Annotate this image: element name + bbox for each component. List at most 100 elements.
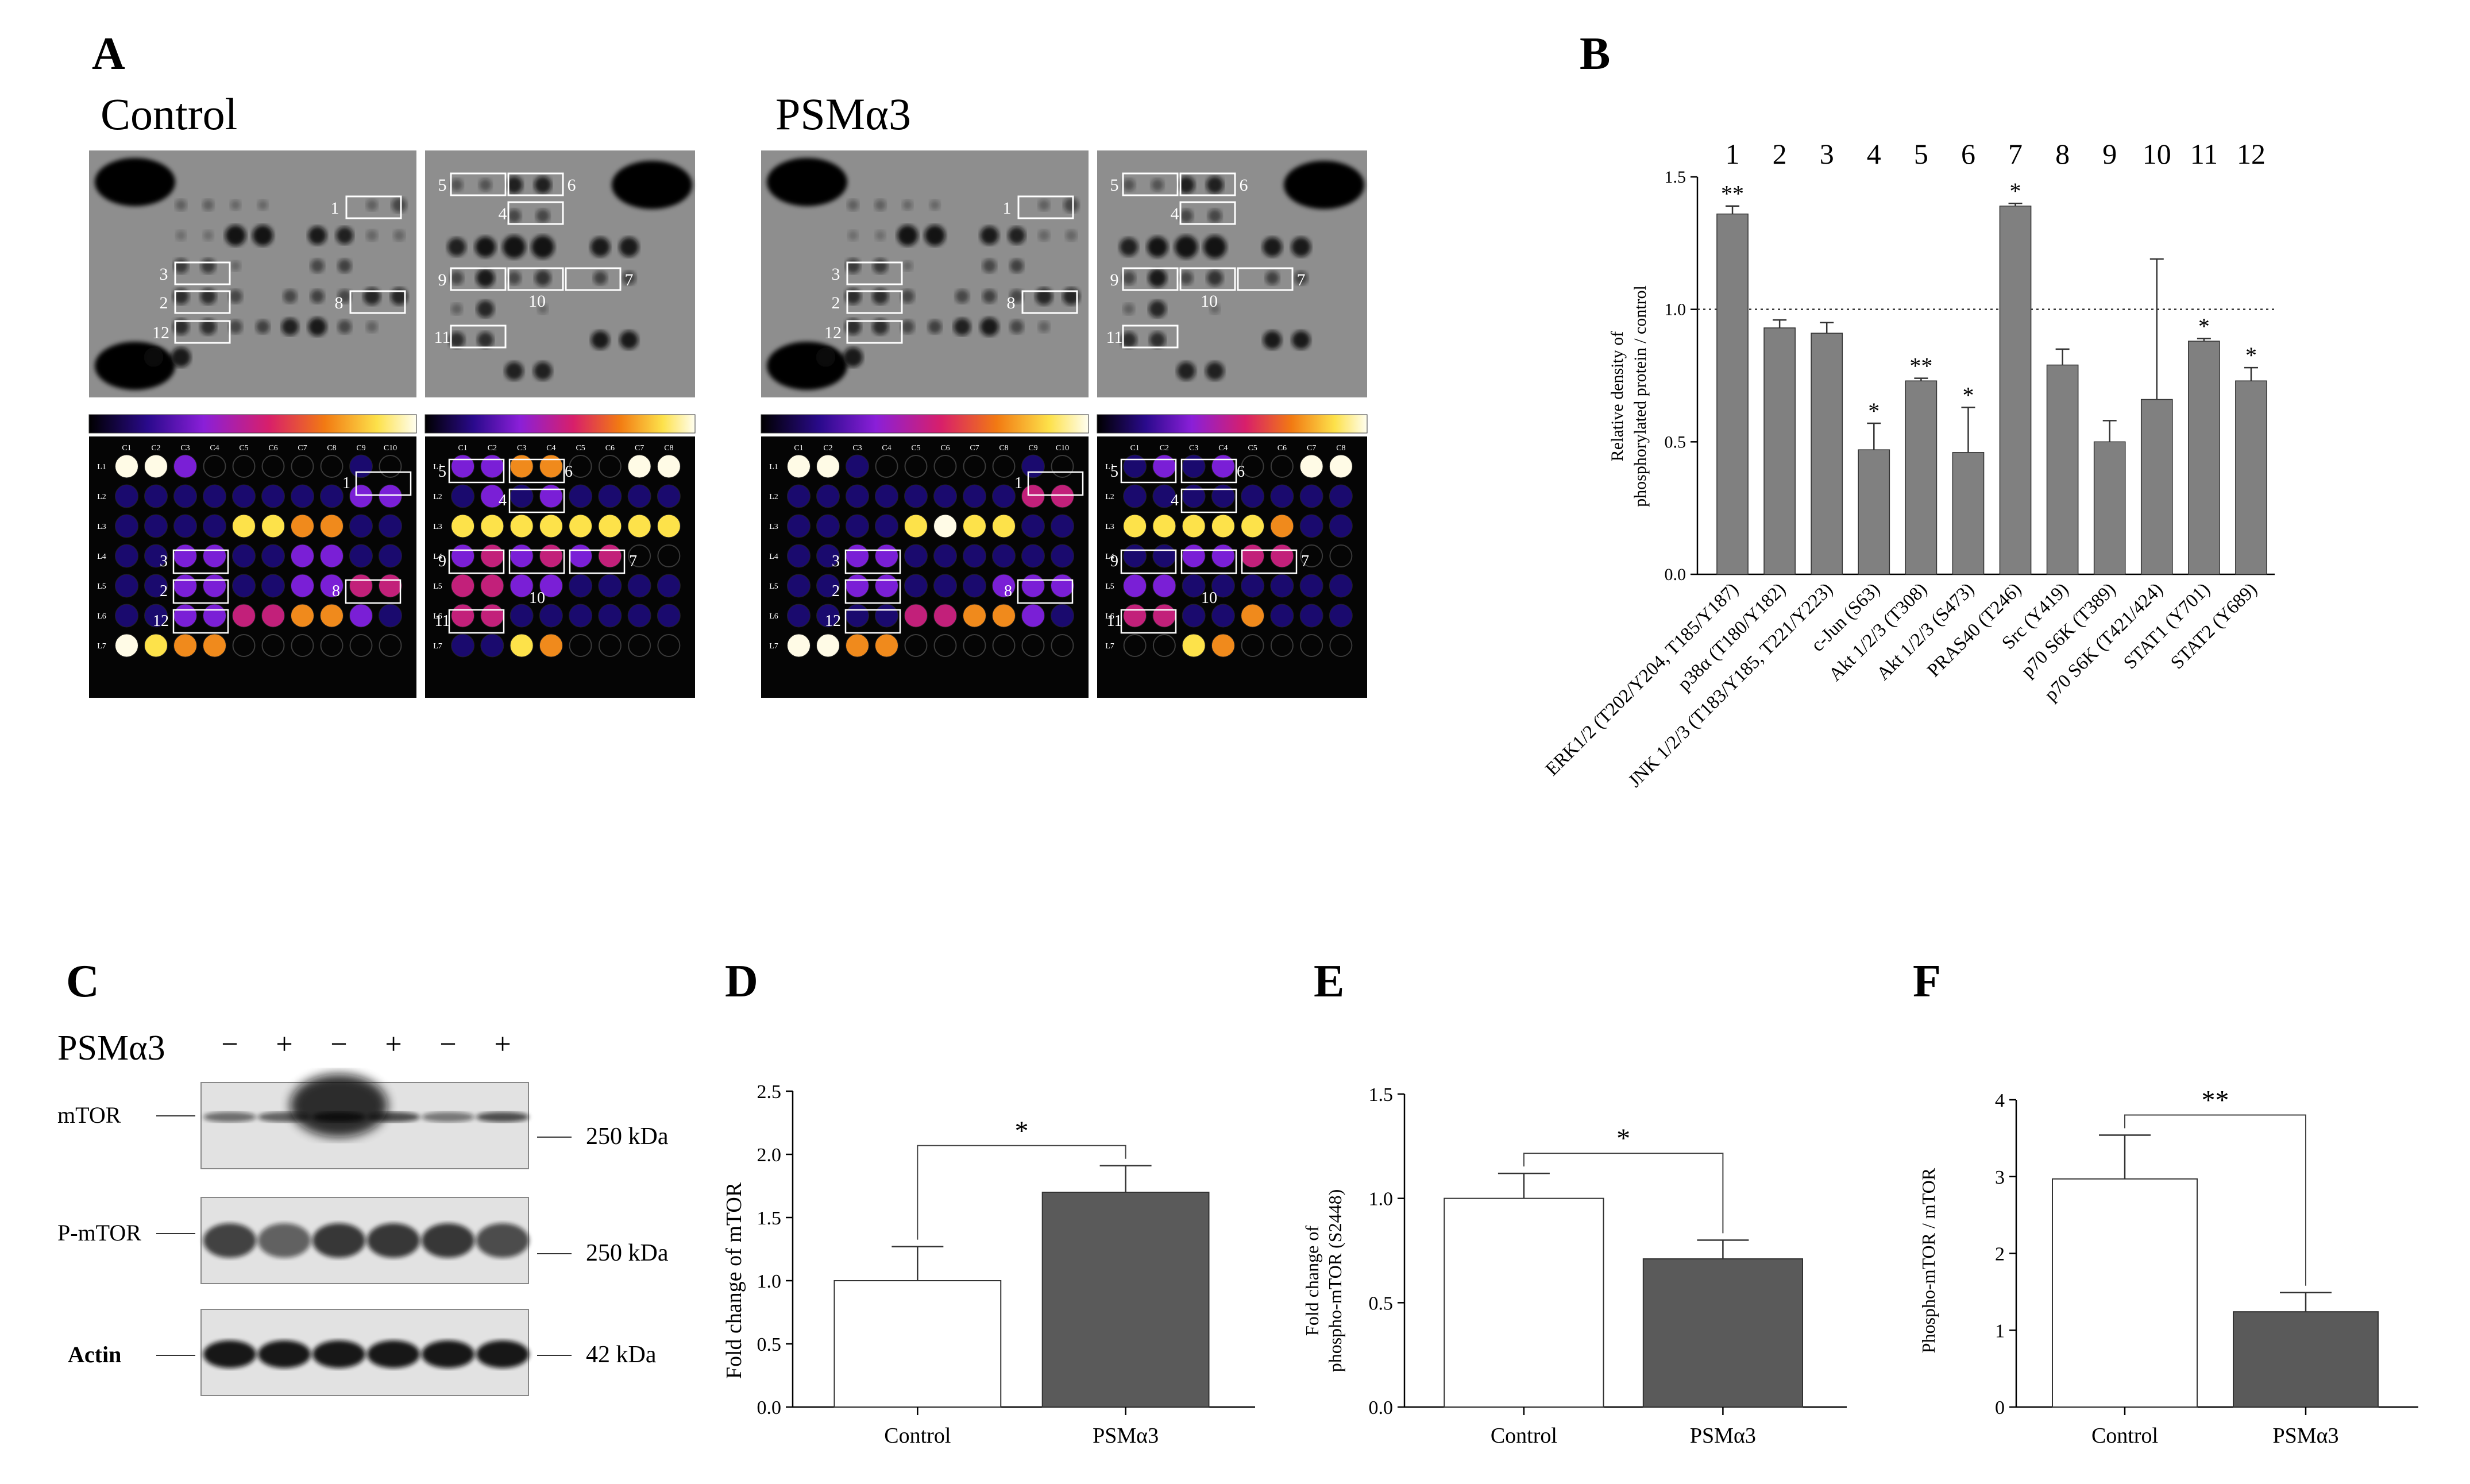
chartD-ytick-label: 0.5 <box>757 1334 782 1355</box>
chart-b-ylabel-line1: Relative density of <box>1608 331 1627 462</box>
chart-b-significance: ** <box>1909 353 1932 379</box>
heatmap-psm-left-col-label: C3 <box>852 444 862 453</box>
panel-c-western-blot: PSMα3 − + − + − + mTOR 250 kDa P-mTOR 250 kDa Acti… <box>57 1028 669 1396</box>
chartD-bar <box>833 1280 1002 1408</box>
heatmap-control-right-row-label: L4 <box>433 552 442 561</box>
heatmap-control-left-col-label: C2 <box>151 444 160 453</box>
heatmap-psm-left-cell <box>904 634 928 657</box>
heatmap-psm-left-col-label: C6 <box>940 444 950 453</box>
blot-spot <box>902 200 913 210</box>
heatmap-highlight-box <box>508 458 565 484</box>
highlight-box <box>1122 172 1179 196</box>
blot-spot <box>1038 199 1050 211</box>
heatmap-psm-right-cell <box>1241 604 1265 628</box>
blot-spot <box>447 238 466 256</box>
heatmap-control-left-row-label: L3 <box>97 523 106 531</box>
blot-spot <box>229 289 242 303</box>
chartD-significance: * <box>1014 1116 1028 1146</box>
heatmap-control-left-cell <box>232 484 256 508</box>
heatmap-control-right-cell <box>628 634 651 657</box>
spot-label: 4 <box>1171 204 1179 223</box>
heatmap-control-right-cell <box>598 544 622 568</box>
spot-label: 5 <box>1110 176 1119 195</box>
heatmap-control-left-col-label: C1 <box>122 444 131 453</box>
heatmap-psm-right-cell <box>1152 574 1176 598</box>
heatmap-psm-left-col-label: C4 <box>882 444 891 453</box>
heatmap-control-right-cell <box>480 514 504 538</box>
heatmap-spot-label: 5 <box>1110 463 1118 481</box>
spot-label: 12 <box>152 323 169 342</box>
heatmap-psm-left-cell <box>787 633 811 658</box>
chart-b-significance: * <box>1868 398 1879 424</box>
heatmap-control-right-col-label: C2 <box>488 444 497 453</box>
blot-band <box>203 1112 256 1122</box>
heatmap-psm-left-col-label: C2 <box>823 444 832 453</box>
heatmap-psm-left-cell <box>1021 634 1045 657</box>
heatmap-control-right-cell <box>569 455 592 478</box>
heatmap-psm-left-cell <box>875 604 898 628</box>
chart-b-bar-number: 9 <box>2102 138 2117 170</box>
chartE-bar <box>1444 1197 1604 1408</box>
blot-spot <box>954 318 971 335</box>
heatmap-control-left-cell <box>379 455 402 478</box>
heatmap-control-right-cell <box>657 484 681 508</box>
blot-spot <box>536 209 550 223</box>
chartE-significance: * <box>1616 1123 1630 1154</box>
heatmap-control-left-cell <box>144 484 168 508</box>
heatmap-psm-right-cell <box>1182 604 1206 628</box>
heatmap-psm-left-cell <box>933 634 957 657</box>
blot-spot <box>310 259 325 273</box>
blot-spot <box>449 332 465 348</box>
chart-b-ylabel-line2: phosphorylated protein / control <box>1631 285 1650 507</box>
blot-spot <box>477 300 494 318</box>
heatmap-control-right-row-label: L2 <box>433 493 442 501</box>
blot-spot <box>874 199 886 211</box>
heatmap-psm-left-row-label: L6 <box>769 612 778 621</box>
heatmap-psm-right-cell <box>1182 574 1206 598</box>
blot-spot <box>1010 259 1024 273</box>
heatmap-highlight-box <box>1241 549 1298 574</box>
blot-spot <box>1147 237 1168 257</box>
highlight-box <box>345 195 402 219</box>
heatmap-highlight-box <box>844 549 901 574</box>
blot-spot <box>902 261 913 271</box>
heatmap-control-right-cell <box>627 604 651 628</box>
heatmap-control-left-cell <box>203 633 226 658</box>
highlight-box <box>349 290 406 314</box>
heatmap-control-left-cell <box>203 514 226 538</box>
heatmap-highlight-box <box>345 579 402 604</box>
blot-spot <box>203 230 214 241</box>
chart-e: Fold change of phospho-mTOR (S2448) 0.0 0… <box>1302 1084 1847 1448</box>
blot-spot <box>1265 271 1279 285</box>
heatmap-psm-left-row-label: L1 <box>769 463 778 472</box>
heatmap-psm-left-cell <box>1051 604 1074 628</box>
spot-label: 8 <box>1007 293 1016 312</box>
heatmap-psm-right-cell <box>1299 574 1323 598</box>
heatmap-control-left-cell <box>203 455 226 478</box>
blot-spot <box>230 200 241 210</box>
heatmap-psm-right-cell <box>1123 514 1147 538</box>
blot-spot <box>338 259 352 273</box>
heatmap-control-right-cell <box>451 454 475 478</box>
heatmap-psm-left-cell <box>933 574 957 598</box>
heatmap-psm-right-cell <box>1182 544 1206 568</box>
heatmap-spot-label: 11 <box>435 612 450 630</box>
heatmap-psm-right-cell <box>1211 604 1235 628</box>
blot-spot <box>982 289 997 303</box>
chart-b-category-label: JNK 1/2/3 (T183/Y185, T221/Y223) <box>1624 579 1837 791</box>
panel-letter-d: D <box>725 956 758 1007</box>
blot-spot <box>507 209 521 223</box>
heatmap-control-left-col-label: C4 <box>210 444 219 453</box>
spot-label: 3 <box>160 265 168 284</box>
heatmap-psm-left-row-label: L4 <box>769 552 778 561</box>
chart-b-bar <box>1716 213 1749 575</box>
heatmap-spot-label: 7 <box>1301 552 1309 570</box>
blot-smear <box>290 1074 388 1137</box>
heatmap-control-right-cell <box>657 574 681 598</box>
chartF-significance: ** <box>2202 1085 2229 1116</box>
heatmap-control-left-cell <box>291 455 314 478</box>
lane-sign: + <box>276 1028 292 1061</box>
blot-spot <box>591 331 609 349</box>
heatmap-psm-left-cell <box>816 514 840 538</box>
heatmap-psm-right-cell <box>1270 604 1294 628</box>
